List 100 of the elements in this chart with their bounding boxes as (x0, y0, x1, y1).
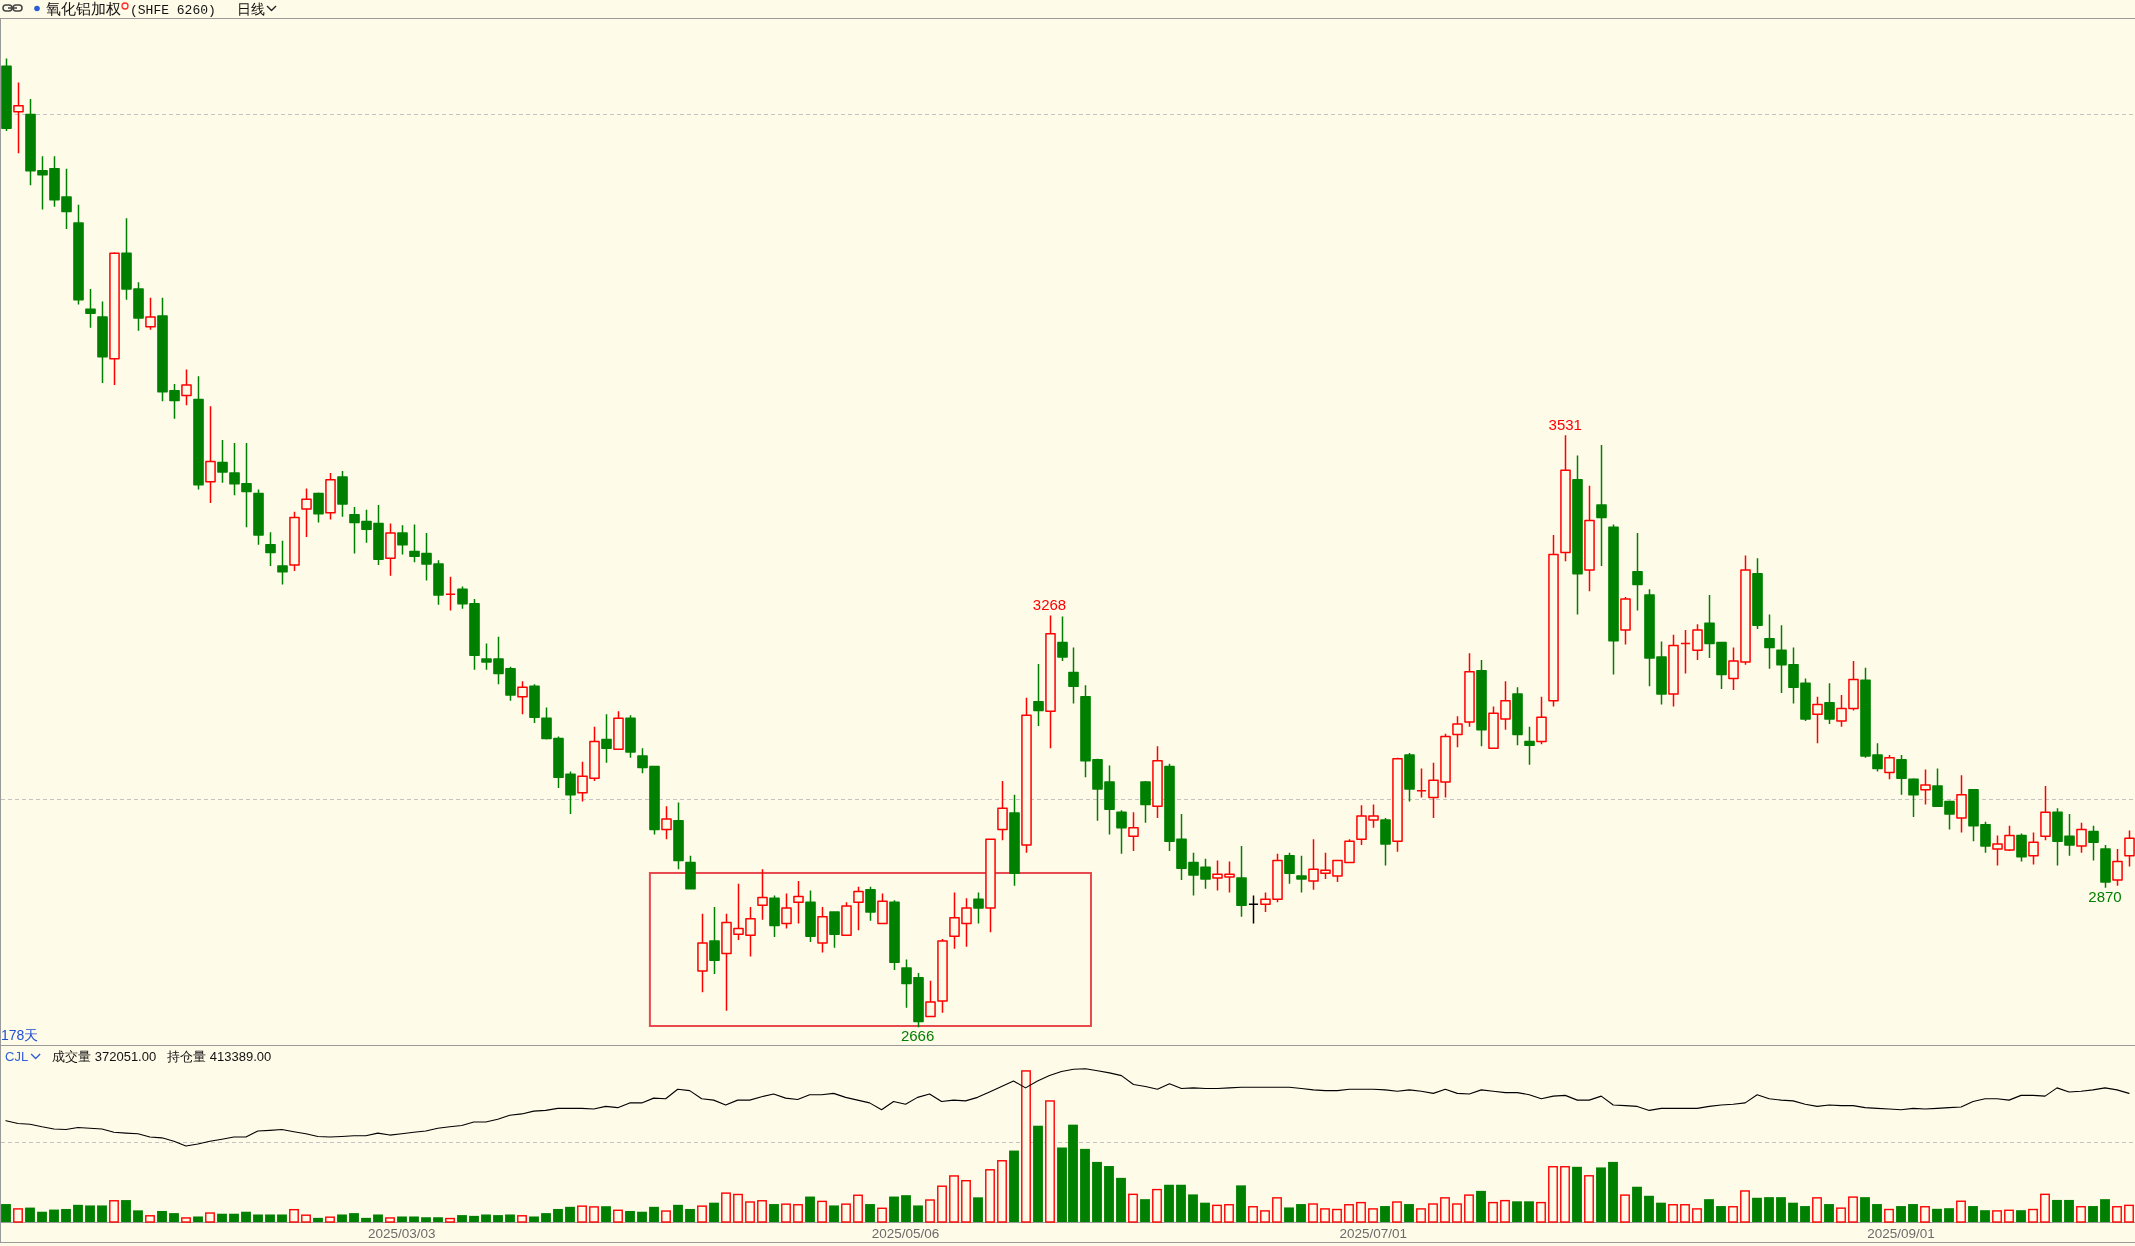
candlestick (697, 913, 708, 994)
candlestick (865, 885, 876, 922)
bar (1045, 1100, 1055, 1223)
candlestick (397, 524, 408, 556)
bar (1464, 1194, 1474, 1223)
candlestick (1464, 652, 1475, 728)
bar (1956, 1200, 1966, 1223)
bar (541, 1213, 551, 1222)
bar (1716, 1206, 1726, 1222)
candlestick (1764, 613, 1775, 670)
bar (1572, 1166, 1582, 1222)
bar (1500, 1199, 1510, 1223)
candlestick (805, 889, 816, 943)
bar (697, 1205, 707, 1223)
candlestick (1, 57, 12, 132)
bar (889, 1196, 899, 1222)
candlestick (2124, 829, 2135, 868)
bar (901, 1195, 911, 1222)
bar (1033, 1125, 1043, 1222)
candlestick (2028, 831, 2039, 866)
bar (1248, 1206, 1258, 1223)
bar (1176, 1184, 1186, 1222)
bar (2052, 1199, 2062, 1222)
candlestick (2076, 822, 2087, 854)
bar (1896, 1206, 1906, 1222)
candlestick (1057, 615, 1068, 662)
candlestick (985, 838, 996, 934)
chart-title: 氧化铝加权 (46, 0, 121, 17)
bar (1092, 1161, 1102, 1222)
bar (1788, 1202, 1798, 1222)
bar (1296, 1204, 1306, 1222)
bar (685, 1208, 695, 1222)
text: 持仓量 413389.00 (167, 1049, 272, 1064)
bar (637, 1211, 647, 1222)
bar (1009, 1150, 1019, 1222)
candlestick (13, 81, 24, 155)
bar (1548, 1166, 1558, 1223)
candlestick (2088, 824, 2099, 862)
candlestick (1009, 793, 1020, 887)
candlestick (1380, 817, 1391, 867)
candlestick (1248, 894, 1259, 925)
bar (1140, 1199, 1150, 1222)
bar (157, 1210, 167, 1222)
bar (2088, 1206, 2098, 1222)
bar (565, 1206, 575, 1222)
candlestick (877, 892, 888, 925)
candlestick (685, 854, 696, 890)
candlestick (2040, 785, 2051, 841)
bar (73, 1204, 83, 1222)
bar (469, 1215, 479, 1222)
candlestick (1152, 745, 1163, 819)
bar (601, 1206, 611, 1222)
annotation: 3268 (1032, 596, 1067, 614)
bar (937, 1185, 947, 1223)
bar (1308, 1203, 1318, 1223)
bar (853, 1194, 863, 1223)
candlestick (1632, 532, 1643, 612)
bar (97, 1205, 107, 1222)
candlestick (289, 511, 300, 572)
candlestick (1452, 715, 1463, 748)
candlestick (85, 288, 96, 329)
candlestick (325, 472, 336, 521)
x-tick-label: 2025/09/01 (1867, 1226, 1935, 1241)
bar (181, 1217, 191, 1223)
bar (37, 1211, 47, 1222)
bar (625, 1210, 635, 1222)
bar (1188, 1194, 1198, 1222)
bar (1656, 1202, 1666, 1222)
candlestick (1824, 682, 1835, 725)
candlestick (601, 713, 612, 764)
candlestick (1416, 767, 1427, 799)
candlestick (1128, 811, 1139, 852)
bar (1872, 1204, 1882, 1222)
candlestick (205, 405, 216, 504)
candlestick (1560, 434, 1571, 562)
candlestick (769, 894, 780, 938)
bar (1764, 1197, 1774, 1222)
bar (109, 1200, 119, 1223)
bar (1812, 1197, 1822, 1223)
annotation: 2666 (900, 1027, 935, 1045)
bar (2040, 1193, 2050, 1223)
bar (1224, 1204, 1234, 1223)
candlestick (1296, 854, 1307, 894)
bar (313, 1217, 323, 1222)
candlestick (313, 491, 324, 524)
bar (1164, 1184, 1174, 1222)
bar (1644, 1195, 1654, 1222)
candlestick (757, 868, 768, 921)
candlestick (97, 300, 108, 384)
bar (733, 1193, 743, 1223)
bar (913, 1205, 923, 1222)
bar (2100, 1199, 2110, 1222)
bar (1128, 1193, 1138, 1223)
bar (1776, 1197, 1786, 1222)
candlestick (1404, 752, 1415, 803)
x-tick-label: 2025/05/06 (871, 1226, 940, 1241)
bar (397, 1216, 407, 1222)
bar (1116, 1177, 1126, 1222)
candlestick (781, 892, 792, 930)
candlestick (1476, 659, 1487, 747)
